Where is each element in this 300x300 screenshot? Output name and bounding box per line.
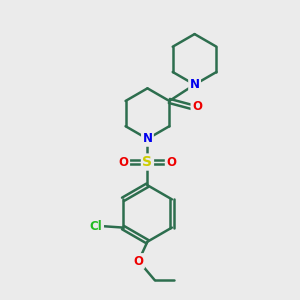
Text: Cl: Cl: [90, 220, 103, 232]
Text: O: O: [134, 254, 143, 268]
Text: N: N: [190, 78, 200, 91]
Text: N: N: [142, 132, 152, 146]
Text: O: O: [166, 155, 176, 169]
Text: S: S: [142, 155, 152, 169]
Text: O: O: [192, 100, 202, 113]
Text: O: O: [119, 155, 129, 169]
